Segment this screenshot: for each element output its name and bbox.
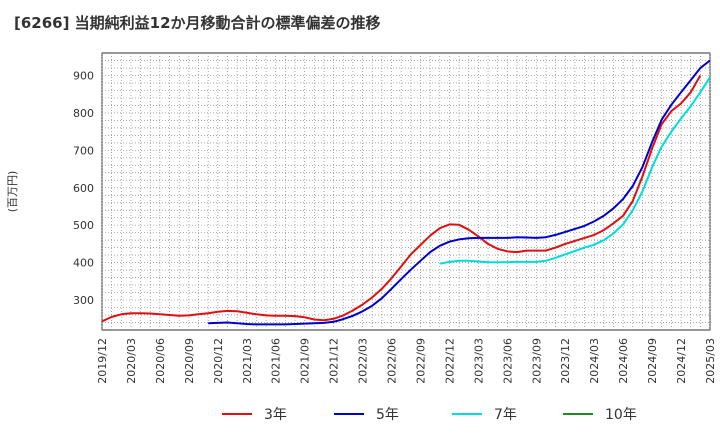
chart-title: [6266] 当期純利益12か月移動合計の標準偏差の推移 [14, 14, 381, 32]
x-tick-label: 2020/09 [183, 338, 196, 384]
y-tick-label: 700 [73, 144, 94, 157]
x-tick-label: 2022/03 [357, 338, 370, 384]
x-tick-label: 2021/03 [241, 338, 254, 384]
x-tick-label: 2025/03 [704, 338, 717, 384]
legend-label-1: 3年 [264, 407, 287, 423]
x-tick-label: 2024/03 [588, 338, 601, 384]
x-tick-label: 2020/12 [212, 338, 225, 384]
x-tick-label: 2020/06 [154, 338, 167, 384]
x-tick-label: 2023/03 [472, 338, 485, 384]
y-axis-label: (百万円) [6, 171, 19, 213]
x-tick-label: 2024/09 [646, 338, 659, 384]
x-tick-label: 2021/09 [299, 338, 312, 384]
x-tick-label: 2022/12 [443, 338, 456, 384]
series-line-1 [102, 75, 702, 323]
legend-label-3: 7年 [494, 407, 517, 423]
y-tick-label: 400 [73, 257, 94, 270]
series-line-2 [208, 59, 710, 326]
x-tick-label: 2021/12 [328, 338, 341, 384]
plot-area [101, 52, 711, 331]
x-tick-label: 2020/03 [125, 338, 138, 384]
x-tick-label: 2023/12 [559, 338, 572, 384]
legend-label-4: 10年 [605, 407, 637, 423]
y-tick-label: 600 [73, 182, 94, 195]
y-tick-label: 800 [73, 107, 94, 120]
x-tick-label: 2023/09 [530, 338, 543, 384]
y-tick-label: 900 [73, 69, 94, 82]
x-tick-label: 2023/06 [501, 338, 514, 384]
y-tick-label: 300 [73, 294, 94, 307]
series-line-3 [439, 76, 710, 265]
x-tick-label: 2021/06 [270, 338, 283, 384]
x-tick-label: 2024/06 [617, 338, 630, 384]
x-tick-label: 2022/06 [386, 338, 399, 384]
x-tick-label: 2022/09 [414, 338, 427, 384]
legend-label-2: 5年 [376, 407, 399, 423]
y-tick-label: 500 [73, 219, 94, 232]
x-tick-label: 2019/12 [96, 338, 109, 384]
x-tick-label: 2024/12 [675, 338, 688, 384]
